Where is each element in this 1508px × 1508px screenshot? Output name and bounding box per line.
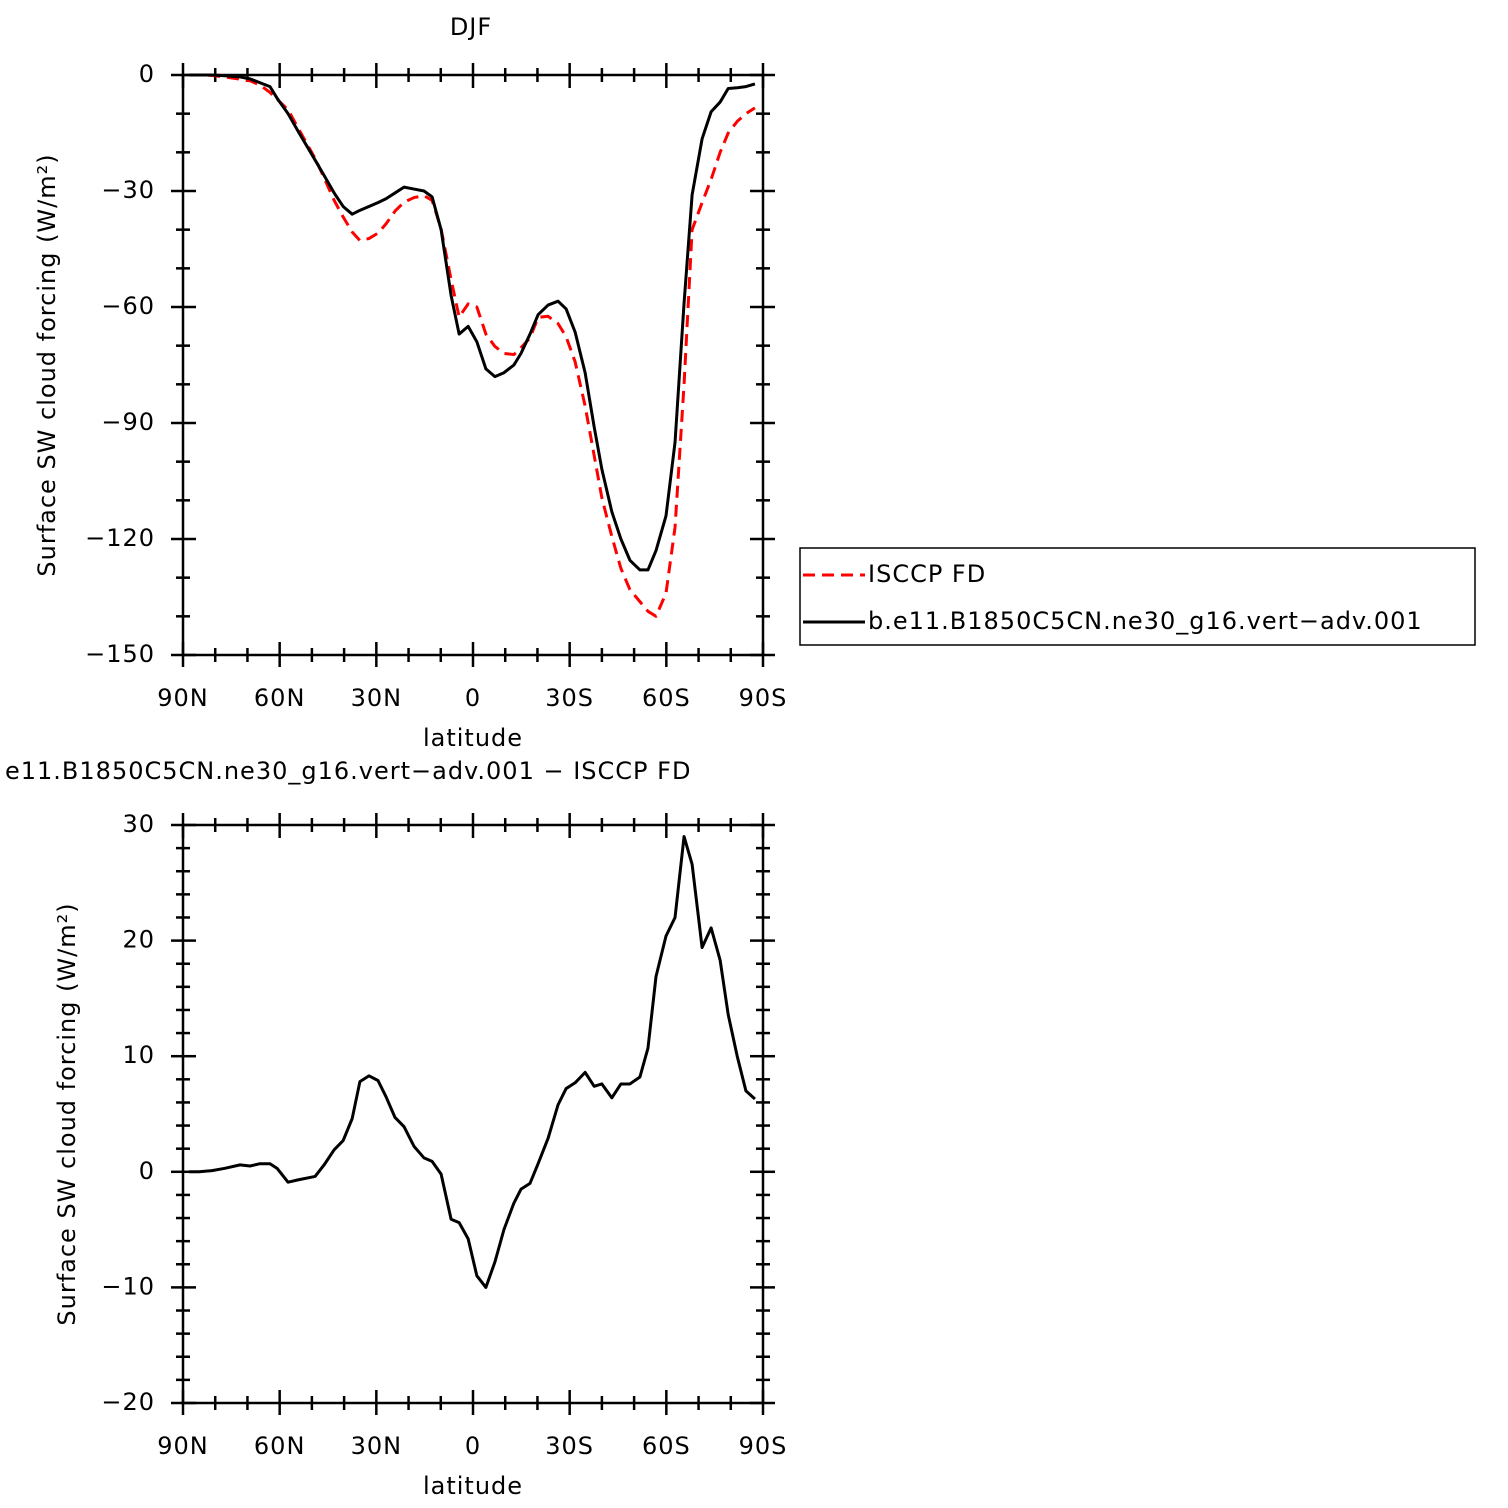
- y-tick-label: −150: [85, 640, 155, 668]
- plot-frame: [181, 73, 765, 657]
- chart-title: DJF: [450, 13, 492, 41]
- x-tick-label: 0: [465, 684, 481, 712]
- x-tick-label: 60S: [642, 684, 691, 712]
- legend-label: b.e11.B1850C5CN.ne30_g16.vert−adv.001: [868, 607, 1423, 635]
- y-tick-label: −120: [85, 524, 155, 552]
- series-line: [189, 73, 756, 572]
- x-tick-label: 90N: [157, 1432, 209, 1460]
- x-tick-label: 0: [465, 1432, 481, 1460]
- y-tick-label: 20: [122, 926, 155, 954]
- y-tick-label: −30: [101, 176, 155, 204]
- x-tick-label: 30S: [545, 1432, 594, 1460]
- legend-box: [799, 547, 1476, 646]
- panel: DJF latitude Surface SW cloud forcing (W/m…: [33, 13, 1476, 752]
- legend-label: ISCCP FD: [868, 560, 986, 588]
- y-tick-label: 30: [122, 810, 155, 838]
- x-tick-label: 60S: [642, 1432, 691, 1460]
- y-tick-label: −90: [101, 408, 155, 436]
- x-tick-label: 30S: [545, 684, 594, 712]
- x-tick-label: 90S: [739, 684, 788, 712]
- plot-frame: [181, 823, 765, 1405]
- x-axis-label: latitude: [423, 1472, 523, 1500]
- y-tick-label: −20: [101, 1388, 155, 1416]
- x-tick-label: 60N: [254, 1432, 306, 1460]
- y-axis-label: Surface SW cloud forcing (W/m²): [53, 902, 81, 1325]
- x-tick-label: 30N: [351, 684, 403, 712]
- chart-title: e11.B1850C5CN.ne30_g16.vert−adv.001 − IS…: [5, 757, 691, 785]
- y-tick-label: 0: [139, 60, 155, 88]
- x-tick-label: 90N: [157, 684, 209, 712]
- panel: e11.B1850C5CN.ne30_g16.vert−adv.001 − IS…: [5, 757, 788, 1500]
- y-tick-label: 0: [139, 1157, 155, 1185]
- legend: ISCCP FD b.e11.B1850C5CN.ne30_g16.vert−ad…: [799, 547, 1476, 646]
- y-axis-label: Surface SW cloud forcing (W/m²): [33, 153, 61, 576]
- x-tick-label: 30N: [351, 1432, 403, 1460]
- x-axis-label: latitude: [423, 724, 523, 752]
- y-tick-label: −60: [101, 292, 155, 320]
- series-line: [189, 73, 756, 618]
- y-tick-label: 10: [122, 1041, 155, 1069]
- x-tick-label: 90S: [739, 1432, 788, 1460]
- x-tick-label: 60N: [254, 684, 306, 712]
- series-line: [189, 835, 756, 1289]
- y-tick-label: −10: [101, 1272, 155, 1300]
